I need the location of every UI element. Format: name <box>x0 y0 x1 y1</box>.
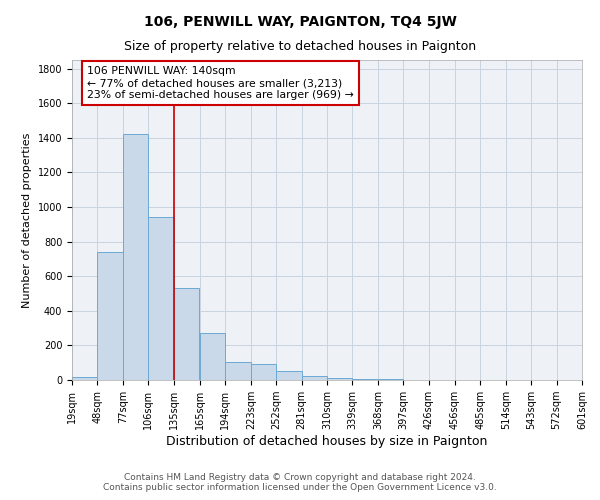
Bar <box>251 364 276 380</box>
Bar <box>72 376 97 380</box>
Text: 106 PENWILL WAY: 140sqm
← 77% of detached houses are smaller (3,213)
23% of semi: 106 PENWILL WAY: 140sqm ← 77% of detache… <box>88 66 354 100</box>
Bar <box>226 362 251 380</box>
Bar <box>352 379 378 380</box>
Bar <box>173 288 199 380</box>
Y-axis label: Number of detached properties: Number of detached properties <box>22 132 32 308</box>
Text: Contains HM Land Registry data © Crown copyright and database right 2024.
Contai: Contains HM Land Registry data © Crown c… <box>103 473 497 492</box>
Bar <box>276 372 302 380</box>
X-axis label: Distribution of detached houses by size in Paignton: Distribution of detached houses by size … <box>166 435 488 448</box>
Bar <box>148 218 173 380</box>
Text: Size of property relative to detached houses in Paignton: Size of property relative to detached ho… <box>124 40 476 53</box>
Bar <box>97 252 123 380</box>
Bar <box>302 376 327 380</box>
Text: 106, PENWILL WAY, PAIGNTON, TQ4 5JW: 106, PENWILL WAY, PAIGNTON, TQ4 5JW <box>143 15 457 29</box>
Bar <box>327 378 352 380</box>
Bar <box>123 134 148 380</box>
Bar <box>200 334 226 380</box>
